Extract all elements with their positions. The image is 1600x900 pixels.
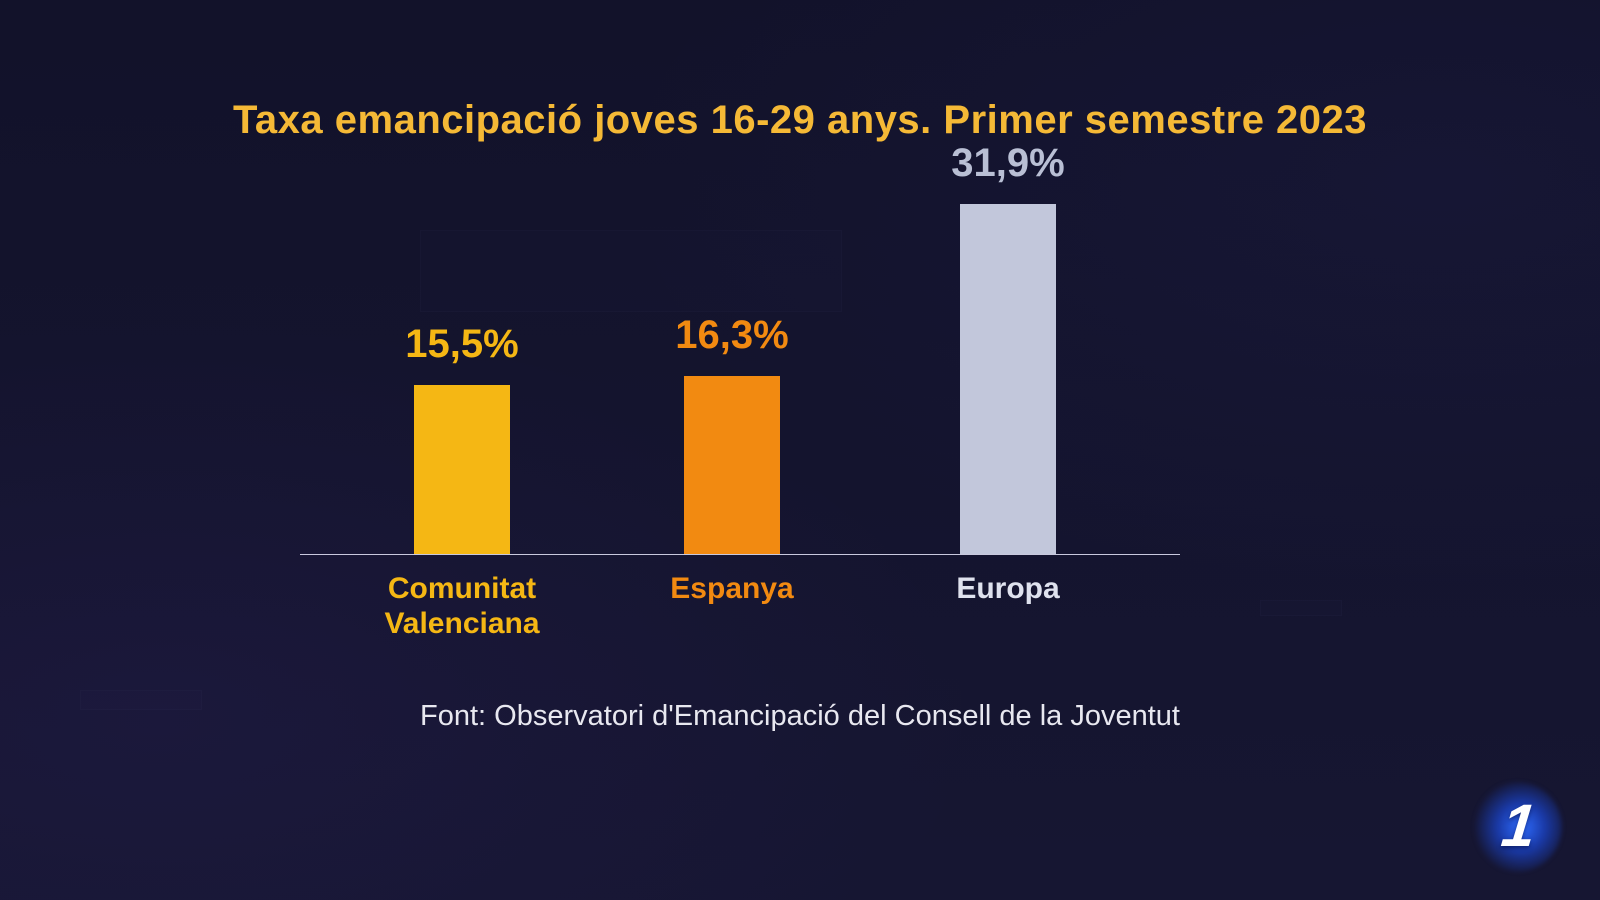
bar [684, 376, 780, 555]
channel-logo: 1 [1472, 782, 1562, 872]
bar-category-label: Europa [878, 572, 1138, 607]
bar-category-label: ComunitatValenciana [332, 572, 592, 641]
chart-title: Taxa emancipació joves 16-29 anys. Prime… [0, 98, 1600, 143]
bar-value-label: 15,5% [352, 322, 572, 367]
bar-value-label: 16,3% [622, 313, 842, 358]
bar [414, 385, 510, 556]
bar-category-label: Espanya [602, 572, 862, 607]
chart-baseline [300, 554, 1180, 555]
source-text: Font: Observatori d'Emancipació del Cons… [0, 700, 1600, 733]
bg-artifact [1260, 600, 1342, 616]
bar-value-label: 31,9% [898, 141, 1118, 186]
bar [960, 204, 1056, 555]
